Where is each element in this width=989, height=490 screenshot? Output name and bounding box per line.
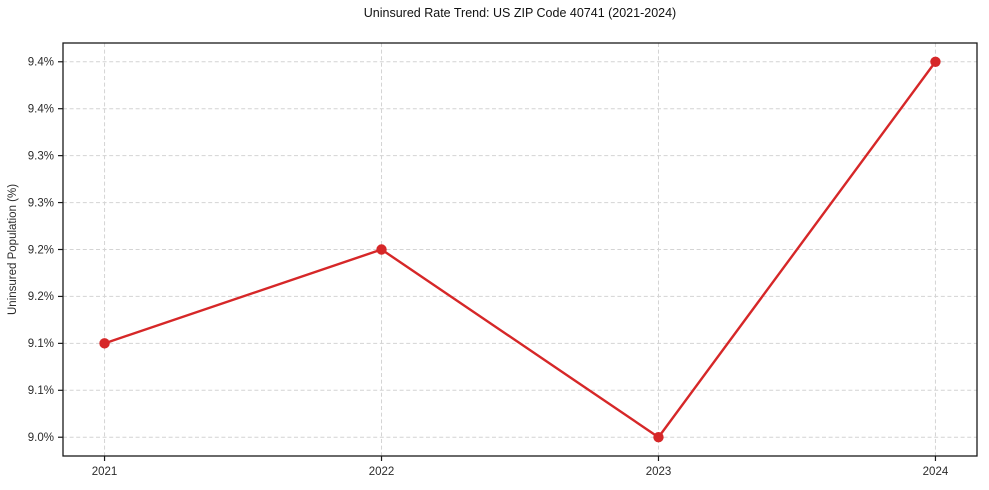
y-tick-label: 9.3% <box>28 197 54 209</box>
chart-title: Uninsured Rate Trend: US ZIP Code 40741 … <box>363 6 677 20</box>
y-tick-label: 9.4% <box>28 57 54 69</box>
y-tick-label: 9.2% <box>28 291 54 303</box>
data-point-marker <box>376 244 387 255</box>
y-tick-label: 9.4% <box>28 103 54 115</box>
x-tick-label: 2024 <box>923 466 949 478</box>
data-point-marker <box>99 338 110 349</box>
y-tick-label: 9.3% <box>28 150 54 162</box>
y-tick-label: 9.1% <box>28 385 54 397</box>
x-tick-label: 2022 <box>369 466 395 478</box>
y-tick-label: 9.1% <box>28 338 54 350</box>
trend-line <box>103 60 937 439</box>
x-tick-label: 2021 <box>92 466 118 478</box>
data-point-marker <box>930 56 941 67</box>
x-tick-label: 2023 <box>646 466 672 478</box>
y-tick-label: 9.2% <box>28 244 54 256</box>
y-tick-label: 9.0% <box>28 432 54 444</box>
data-point-marker <box>653 432 664 443</box>
